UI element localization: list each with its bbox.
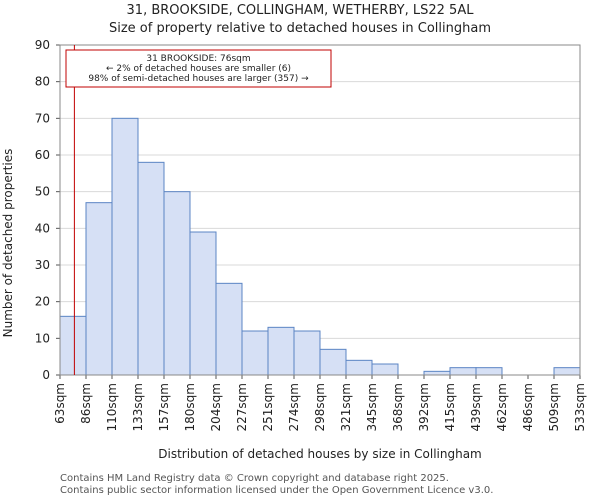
x-tick-label: 86sqm <box>79 383 93 424</box>
x-tick-label: 439sqm <box>469 383 483 431</box>
x-tick-label: 274sqm <box>287 383 301 431</box>
x-tick-label: 204sqm <box>209 383 223 431</box>
y-axis-ticks: 0 10 20 30 40 50 60 70 80 90 <box>35 38 60 382</box>
bar <box>293 330 321 376</box>
x-tick-label: 486sqm <box>521 383 535 431</box>
bar <box>475 367 503 376</box>
bar <box>449 367 477 376</box>
annotation-box <box>65 49 332 88</box>
bar <box>137 161 165 376</box>
y-tick-label: 60 <box>35 148 50 162</box>
y-tick-label: 30 <box>35 258 50 272</box>
bar <box>267 326 295 376</box>
x-tick-label: 415sqm <box>443 383 457 431</box>
bar <box>371 363 399 376</box>
y-tick-label: 40 <box>35 221 50 235</box>
x-tick-label: 251sqm <box>261 383 275 431</box>
x-tick-label: 392sqm <box>417 383 431 431</box>
x-tick-label: 227sqm <box>235 383 249 431</box>
bar <box>319 348 347 376</box>
bar <box>241 330 269 376</box>
y-tick-label: 50 <box>35 185 50 199</box>
x-tick-label: 180sqm <box>183 383 197 431</box>
x-tick-label: 368sqm <box>391 383 405 431</box>
y-tick-label: 20 <box>35 295 50 309</box>
bar <box>345 359 373 376</box>
x-tick-label: 63sqm <box>53 383 67 424</box>
y-tick-label: 90 <box>35 38 50 52</box>
bar <box>553 367 581 376</box>
x-tick-label: 321sqm <box>339 383 353 431</box>
y-tick-label: 70 <box>35 111 50 125</box>
bar <box>111 117 139 376</box>
x-tick-label: 345sqm <box>365 383 379 431</box>
annotation-line-1: 31 BROOKSIDE: 76sqm <box>146 54 250 64</box>
footer-line-1: Contains HM Land Registry data © Crown c… <box>60 473 449 484</box>
x-axis-label: Distribution of detached houses by size … <box>158 447 482 461</box>
bar <box>163 191 191 376</box>
x-tick-label: 133sqm <box>131 383 145 431</box>
bar <box>85 202 113 376</box>
plot-frame <box>59 44 581 376</box>
y-tick-label: 0 <box>42 368 50 382</box>
footer-line-2: Contains public sector information licen… <box>60 485 494 496</box>
y-axis-label: Number of detached properties <box>1 149 15 338</box>
property-marker: 31 BROOKSIDE: 76sqm← 2% of detached hous… <box>65 45 332 375</box>
bar <box>423 370 451 376</box>
bar <box>215 282 243 376</box>
bar <box>189 231 217 376</box>
x-tick-label: 298sqm <box>313 383 327 431</box>
x-tick-label: 157sqm <box>157 383 171 431</box>
bar <box>59 315 87 376</box>
annotation-line-3: 98% of semi-detached houses are larger (… <box>88 74 309 84</box>
chart-subtitle: Size of property relative to detached ho… <box>109 21 491 36</box>
x-tick-label: 533sqm <box>573 383 587 431</box>
annotation-line-2: ← 2% of detached houses are smaller (6) <box>106 64 291 74</box>
x-tick-label: 509sqm <box>547 383 561 431</box>
y-tick-label: 10 <box>35 331 50 345</box>
x-axis-ticks: 63sqm 86sqm 110sqm 133sqm 157sqm 180sqm 204sqm… <box>53 375 587 431</box>
y-tick-label: 80 <box>35 75 50 89</box>
x-tick-label: 110sqm <box>105 383 119 431</box>
chart-title: 31, BROOKSIDE, COLLINGHAM, WETHERBY, LS2… <box>127 3 475 18</box>
bars <box>59 117 581 376</box>
x-tick-label: 462sqm <box>495 383 509 431</box>
